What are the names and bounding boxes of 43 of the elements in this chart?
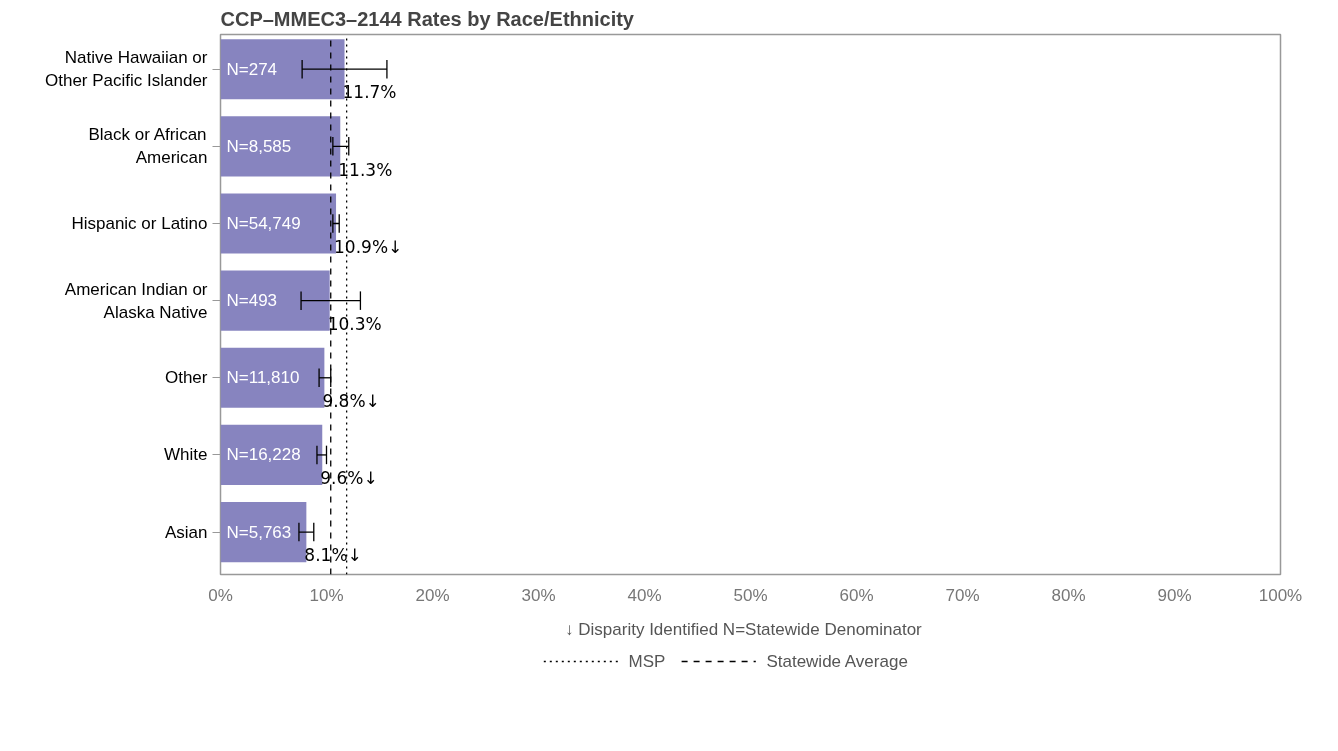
chart-title: CCP–MMEC3–2144 Rates by Race/Ethnicity (220, 7, 635, 30)
x-tick-label: 10% (309, 585, 344, 605)
annotation: N=5,763 (226, 522, 292, 542)
data-label: 9.8%↓ (322, 390, 380, 411)
y-tick-label: Other (164, 368, 208, 388)
x-tick-label: 90% (1157, 585, 1192, 605)
bar (220, 501, 307, 563)
bar (220, 270, 330, 331)
x-tick-label: 50% (733, 585, 768, 605)
data-label: 11.3% (338, 159, 393, 180)
data-label: 8.1%↓ (304, 545, 362, 566)
legend-label: Statewide Average (766, 652, 908, 671)
annotation: N=11,810 (226, 368, 300, 388)
bar (220, 347, 325, 408)
bar (220, 39, 345, 100)
y-tick-label: Asian (164, 522, 208, 542)
x-tick-label: 60% (839, 585, 874, 605)
annotation: N=8,585 (226, 136, 292, 156)
bar (220, 116, 341, 177)
bar (220, 424, 323, 486)
y-tick-label: American Indian or Alaska Native (64, 279, 208, 322)
x-tick-label: 0% (208, 585, 233, 605)
data-label: 11.7% (342, 82, 397, 103)
x-tick-label: 100% (1258, 585, 1303, 605)
text: ↓ Disparity Identified N=Statewide Denominator (565, 620, 923, 639)
y-tick-label: Native Hawaiian or Other Pacific Islander (44, 48, 208, 91)
data-label: 9.6%↓ (320, 468, 378, 489)
x-tick-label: 80% (1051, 585, 1086, 605)
y-tick-label: Black or African American (88, 125, 208, 168)
annotation: N=493 (226, 291, 278, 311)
legend-label: MSP (628, 652, 666, 671)
x-tick-label: 40% (627, 585, 662, 605)
x-tick-label: 20% (415, 585, 450, 605)
x-tick-label: 30% (521, 585, 556, 605)
annotation: N=16,228 (226, 445, 301, 465)
y-tick-label: White (164, 445, 208, 465)
y-tick-label: Hispanic or Latino (71, 214, 208, 233)
data-label: 10.9%↓ (334, 236, 403, 257)
annotation: N=274 (226, 59, 278, 79)
bar (220, 193, 337, 254)
data-label: 10.3% (327, 313, 382, 334)
annotation: N=54,749 (226, 214, 301, 233)
x-tick-label: 70% (945, 585, 980, 605)
